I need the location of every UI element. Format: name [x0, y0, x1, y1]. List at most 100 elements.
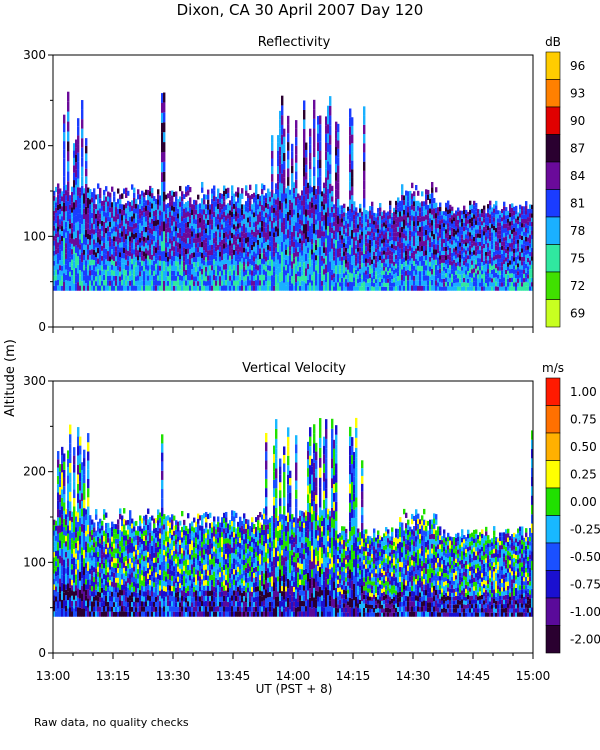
heatmap-cell [161, 122, 164, 133]
heatmap-cell [59, 198, 62, 204]
heatmap-cell [305, 149, 308, 158]
heatmap-cell [249, 221, 252, 228]
heatmap-cell [191, 269, 194, 275]
heatmap-cell [197, 271, 200, 277]
heatmap-cell [63, 123, 66, 133]
heatmap-cell [283, 193, 286, 202]
heatmap-cell [87, 275, 90, 281]
heatmap-cell [131, 221, 134, 227]
heatmap-cell [331, 191, 334, 197]
heatmap-cell [351, 134, 354, 144]
heatmap-cell [57, 194, 60, 200]
heatmap-cell [267, 239, 270, 245]
heatmap-cell [199, 247, 202, 252]
heatmap-cell [125, 275, 128, 281]
heatmap-cell [343, 203, 346, 209]
heatmap-cell [55, 238, 58, 245]
heatmap-cell [103, 253, 106, 259]
heatmap-cell [229, 215, 232, 221]
heatmap-cell [109, 226, 112, 232]
heatmap-cell [187, 227, 190, 233]
heatmap-cell [201, 247, 204, 253]
heatmap-cell [183, 256, 186, 262]
heatmap-cell [151, 275, 154, 281]
heatmap-cell [213, 285, 216, 291]
heatmap-cell [211, 260, 214, 266]
heatmap-cell [143, 207, 146, 213]
heatmap-cell [155, 252, 158, 259]
heatmap-cell [117, 254, 120, 261]
heatmap-cell [103, 285, 106, 291]
heatmap-cell [59, 188, 62, 194]
heatmap-cell [81, 281, 84, 291]
heatmap-cell [101, 270, 104, 276]
heatmap-cell [171, 200, 174, 206]
heatmap-cell [67, 201, 70, 212]
heatmap-cell [177, 203, 180, 209]
heatmap-cell [71, 233, 74, 239]
heatmap-cell [263, 200, 266, 207]
heatmap-cell [153, 255, 156, 261]
heatmap-cell [157, 189, 160, 195]
heatmap-cell [147, 235, 150, 241]
heatmap-cell [187, 200, 190, 207]
heatmap-cell [215, 236, 218, 242]
heatmap-cell [103, 274, 106, 281]
heatmap-cell [223, 227, 226, 233]
heatmap-cell [379, 207, 382, 212]
heatmap-cell [151, 259, 154, 266]
heatmap-cell [287, 168, 290, 178]
heatmap-cell [113, 275, 116, 281]
heatmap-cell [115, 261, 118, 267]
heatmap-cell [201, 230, 204, 237]
heatmap-cell [237, 233, 240, 240]
heatmap-cell [231, 216, 234, 223]
heatmap-cell [197, 204, 200, 210]
heatmap-cell [75, 154, 78, 163]
heatmap-cell [115, 275, 118, 281]
heatmap-cell [439, 206, 442, 212]
heatmap-cell [191, 258, 194, 264]
heatmap-cell [171, 190, 174, 196]
y-tick-label: 300 [23, 48, 46, 62]
heatmap-cell [177, 213, 180, 219]
heatmap-cell [281, 183, 284, 194]
heatmap-cell [197, 237, 200, 243]
heatmap-cell [229, 280, 232, 286]
heatmap-cell [363, 143, 366, 153]
heatmap-cell [193, 238, 196, 243]
heatmap-cell [195, 228, 198, 234]
heatmap-cell [133, 280, 136, 286]
heatmap-cell [131, 269, 134, 275]
heatmap-cell [417, 190, 420, 196]
heatmap-cell [329, 125, 332, 136]
heatmap-cell [109, 276, 112, 281]
heatmap-cell [127, 235, 130, 241]
heatmap-cell [77, 152, 80, 162]
heatmap-cell [115, 271, 118, 276]
heatmap-cell [131, 253, 134, 259]
heatmap-cell [225, 247, 228, 254]
heatmap-cell [61, 265, 64, 271]
heatmap-cell [281, 251, 284, 262]
heatmap-cell [287, 203, 290, 213]
heatmap-cell [269, 280, 272, 286]
heatmap-cell [59, 224, 62, 230]
heatmap-cell [63, 461, 66, 470]
heatmap-cell [165, 271, 168, 277]
heatmap-cell [139, 223, 142, 229]
heatmap-cell [149, 280, 152, 286]
heatmap-cell [69, 443, 72, 454]
heatmap-cell [253, 246, 256, 252]
heatmap-cell [157, 214, 160, 220]
heatmap-cell [217, 265, 220, 271]
heatmap-cell [239, 232, 242, 238]
heatmap-cell [183, 232, 186, 238]
heatmap-cell [111, 243, 114, 250]
heatmap-cell [203, 199, 206, 205]
heatmap-cell [205, 228, 208, 234]
heatmap-cell [67, 270, 70, 281]
heatmap-cell [295, 162, 298, 172]
heatmap-cell [237, 275, 240, 281]
heatmap-cell [113, 231, 116, 237]
